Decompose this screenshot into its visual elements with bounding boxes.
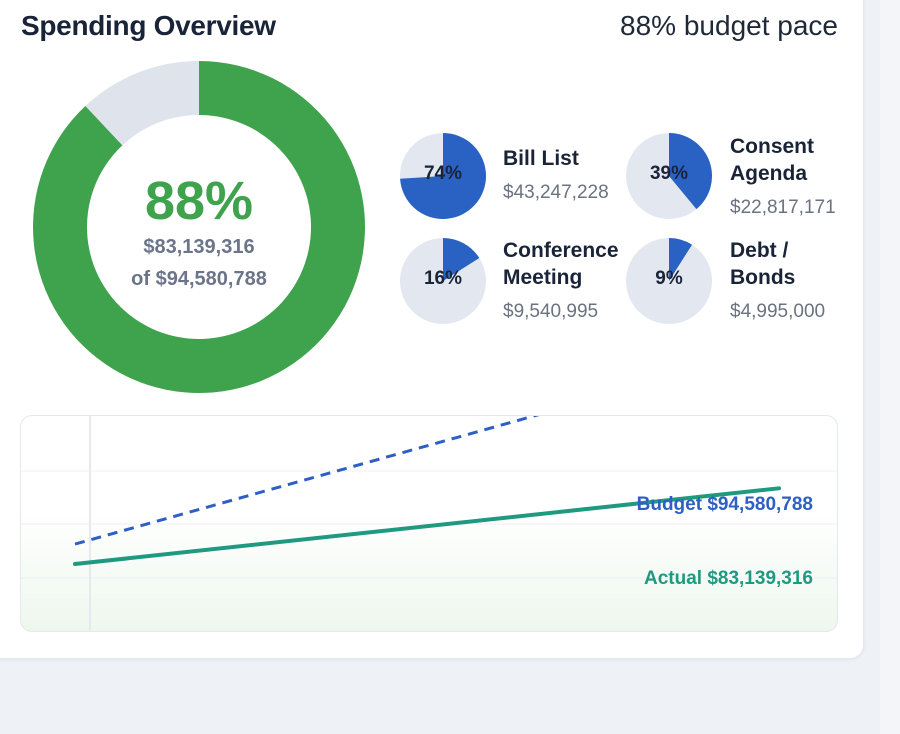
category-pie-slice (669, 133, 712, 210)
donut-spent-amount: $83,139,316 (143, 236, 255, 258)
category-pie-bill-list: 74% (400, 133, 486, 219)
category-percent: 74% (423, 163, 463, 184)
category-pie-chart (400, 133, 486, 219)
category-amount: $43,247,228 (503, 182, 609, 203)
category-name-line2: Bonds (730, 266, 796, 289)
category-pie-consent-agenda: 39% (626, 133, 712, 219)
trend-chart-svg (21, 416, 837, 631)
budget-pace-label: 88% budget pace (620, 10, 838, 41)
category-name: Bill List (503, 147, 579, 170)
donut-remaining-arc (85, 61, 199, 146)
category-amount: $9,540,995 (503, 301, 599, 322)
category-pie-debt-bonds: 9% (626, 238, 712, 324)
category-name-line1: Conference (503, 239, 619, 262)
category-pie-conference-meeting: 16% (400, 238, 486, 324)
category-pie-slice (669, 238, 693, 281)
page-background-strip (880, 0, 900, 734)
donut-spent-arc (32, 61, 365, 393)
category-percent: 39% (649, 163, 689, 184)
category-pie-chart (626, 133, 712, 219)
donut-percent: 88% (144, 171, 254, 231)
category-name-line2: Meeting (503, 266, 583, 289)
category-name-line2: Agenda (730, 162, 808, 185)
spending-donut-chart (32, 61, 365, 393)
category-percent: 16% (423, 268, 463, 289)
category-pie-chart (626, 238, 712, 324)
category-pie-slice (443, 238, 480, 281)
category-percent: 9% (655, 268, 683, 289)
category-name-line1: Consent (730, 135, 814, 158)
category-amount: $4,995,000 (730, 301, 826, 322)
actual-line-label: Actual $83,139,316 (643, 568, 813, 589)
category-pie-slice (400, 133, 486, 219)
budget-series-line (74, 416, 540, 546)
category-pie-chart (400, 238, 486, 324)
card-title: Spending Overview (21, 10, 276, 41)
actual-series-line (73, 486, 781, 566)
spending-donut: 88% $83,139,316 of $94,580,788 (30, 58, 368, 396)
category-amount: $22,817,171 (730, 197, 836, 218)
category-name-line1: Debt / (730, 239, 789, 262)
budget-vs-actual-chart: Budget $94,580,788 Actual $83,139,316 (20, 415, 838, 632)
budget-line-label: Budget $94,580,788 (636, 494, 813, 515)
donut-total-amount: of $94,580,788 (131, 268, 267, 290)
